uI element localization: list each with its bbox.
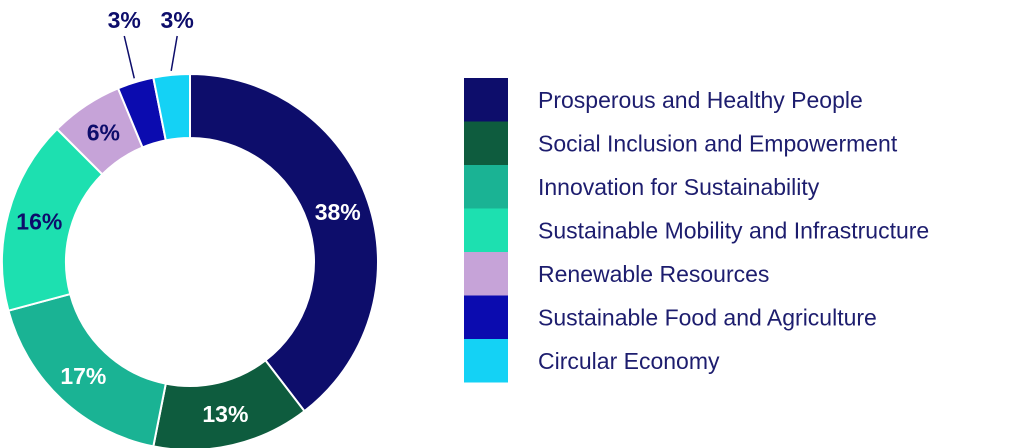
legend-swatch-5 bbox=[464, 252, 508, 296]
slice-label-1: 38% bbox=[315, 199, 361, 225]
legend-label-3: Innovation for Sustainability bbox=[538, 174, 820, 200]
legend-label-6: Sustainable Food and Agriculture bbox=[538, 304, 877, 330]
leader-line-7 bbox=[170, 35, 178, 72]
legend-label-2: Social Inclusion and Empowerment bbox=[538, 130, 898, 156]
donut-slice-1 bbox=[189, 72, 379, 413]
slice-label-2: 13% bbox=[202, 401, 248, 427]
slice-labels: 38% 13% 17% 16% 6% 3% 3% bbox=[16, 7, 360, 427]
donut-slice-7 bbox=[152, 72, 191, 142]
slice-label-3: 17% bbox=[60, 363, 106, 389]
legend-label-4: Sustainable Mobility and Infrastructure bbox=[538, 217, 929, 243]
legend-swatch-3 bbox=[464, 165, 508, 209]
legend-label-7: Circular Economy bbox=[538, 348, 720, 374]
legend-swatch-4 bbox=[464, 208, 508, 252]
slice-label-4: 16% bbox=[16, 209, 62, 235]
slice-label-7: 3% bbox=[161, 7, 194, 33]
legend-label-1: Prosperous and Healthy People bbox=[538, 87, 863, 113]
legend-label-5: Renewable Resources bbox=[538, 261, 769, 287]
leader-line-6 bbox=[123, 35, 135, 79]
slice-label-5: 6% bbox=[87, 119, 120, 145]
legend-swatch-2 bbox=[464, 121, 508, 165]
legend-swatch-7 bbox=[464, 339, 508, 383]
slice-label-6: 3% bbox=[108, 7, 141, 33]
donut-slices bbox=[1, 72, 379, 448]
legend-swatch-6 bbox=[464, 295, 508, 339]
legend-swatch-1 bbox=[464, 78, 508, 122]
legend: Prosperous and Healthy People Social Incl… bbox=[464, 78, 929, 383]
